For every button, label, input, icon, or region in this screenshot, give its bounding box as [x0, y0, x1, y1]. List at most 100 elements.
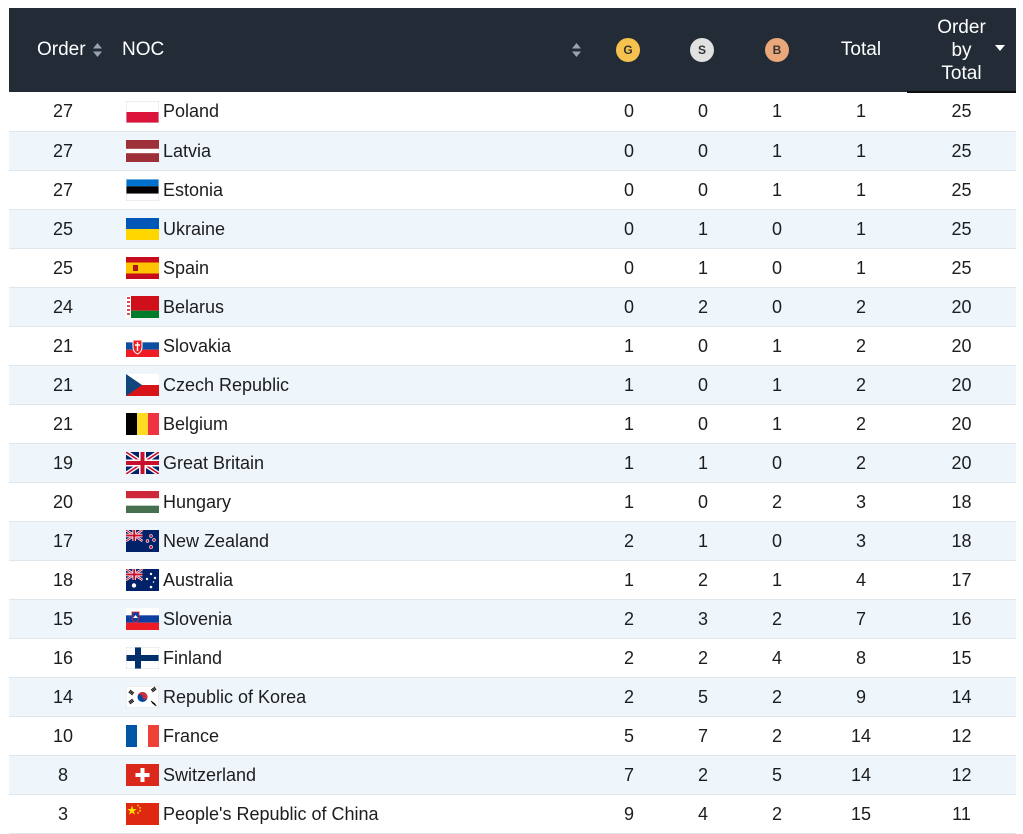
total-count-cell: 14: [850, 725, 872, 746]
silver-count-cell: 1: [697, 257, 708, 278]
country-name: New Zealand: [163, 530, 270, 551]
country-name: Slovakia: [163, 335, 232, 356]
order-by-total-cell: 14: [951, 686, 972, 707]
gold-count-cell: 7: [623, 764, 634, 785]
table-row[interactable]: 25 Ukraine 0 1 0 1 25: [9, 210, 1016, 249]
gold-medal-icon: G: [616, 38, 640, 62]
gold-column-header[interactable]: G: [616, 8, 640, 92]
gold-count-cell: 2: [623, 608, 634, 629]
silver-count-cell: 7: [697, 725, 708, 746]
silver-count-cell: 0: [697, 101, 708, 121]
table-row[interactable]: 15 Slovenia 2 3 2 7 16: [9, 600, 1016, 639]
noc-cell[interactable]: Republic of Korea: [126, 678, 306, 716]
order-by-total-cell: 11: [952, 803, 971, 824]
table-row[interactable]: 14 Republic of Korea 2 5 2 9 14: [9, 678, 1016, 717]
noc-cell[interactable]: Czech Republic: [126, 366, 289, 404]
silver-column-header[interactable]: S: [690, 8, 714, 92]
order-by-total-cell: 20: [951, 452, 972, 473]
bronze-column-header[interactable]: B: [765, 8, 789, 92]
sort-icon: [92, 43, 102, 57]
order-column-header[interactable]: Order: [37, 8, 102, 92]
table-row[interactable]: 17 New Zealand 2 1 0 3 18: [9, 522, 1016, 561]
gold-count-cell: 1: [623, 413, 634, 434]
order-cell: 24: [52, 296, 74, 317]
noc-cell[interactable]: Poland: [126, 92, 219, 131]
belgium-flag-icon: [126, 413, 159, 435]
gold-count-cell: 1: [623, 452, 634, 473]
order-by-total-cell: 25: [951, 101, 972, 121]
table-row[interactable]: 21 Czech Republic 1 0 1 2 20: [9, 366, 1016, 405]
noc-cell[interactable]: Australia: [126, 561, 233, 599]
table-row[interactable]: 8 Switzerland 7 2 5 14 12: [9, 756, 1016, 795]
noc-sort-button[interactable]: [572, 8, 581, 92]
order-cell: 8: [57, 764, 68, 785]
table-row[interactable]: 21 Belgium 1 0 1 2 20: [9, 405, 1016, 444]
table-row[interactable]: 19 Great Britain 1 1 0 2 20: [9, 444, 1016, 483]
noc-cell[interactable]: Switzerland: [126, 756, 256, 794]
table-row[interactable]: 18 Australia 1 2 1 4 17: [9, 561, 1016, 600]
noc-cell[interactable]: New Zealand: [126, 522, 269, 560]
silver-count-cell: 3: [697, 608, 708, 629]
noc-cell[interactable]: Belgium: [126, 405, 228, 443]
total-header-label: Total: [840, 39, 882, 60]
sort-descending-icon: [995, 45, 1005, 51]
noc-cell[interactable]: Hungary: [126, 483, 231, 521]
table-row[interactable]: 27 Estonia 0 0 1 1 25: [9, 171, 1016, 210]
table-row[interactable]: 27 Poland 0 0 1 1 25: [9, 92, 1016, 132]
noc-cell[interactable]: Estonia: [126, 171, 223, 209]
noc-header-label: NOC: [122, 39, 165, 60]
order-by-total-cell: 25: [951, 179, 972, 200]
silver-count-cell: 0: [697, 413, 708, 434]
table-row[interactable]: 25 Spain 0 1 0 1 25: [9, 249, 1016, 288]
noc-cell[interactable]: Latvia: [126, 132, 211, 170]
bronze-count-cell: 2: [771, 491, 782, 512]
noc-cell[interactable]: People's Republic of China: [126, 795, 379, 833]
gold-count-cell: 0: [623, 296, 634, 317]
gold-count-cell: 2: [623, 530, 634, 551]
order-by-total-cell: 18: [951, 530, 972, 551]
order-by-total-cell: 17: [951, 569, 972, 590]
slovakia-flag-icon: [126, 335, 159, 357]
noc-cell[interactable]: Ukraine: [126, 210, 225, 248]
table-row[interactable]: 16 Finland 2 2 4 8 15: [9, 639, 1016, 678]
silver-count-cell: 4: [697, 803, 708, 824]
bronze-count-cell: 1: [771, 413, 782, 434]
silver-count-cell: 1: [697, 218, 708, 239]
noc-cell[interactable]: Spain: [126, 249, 209, 287]
total-count-cell: 1: [855, 140, 866, 161]
gold-count-cell: 1: [623, 569, 634, 590]
noc-cell[interactable]: Great Britain: [126, 444, 264, 482]
france-flag-icon: [126, 725, 159, 747]
noc-cell[interactable]: Slovakia: [126, 327, 231, 365]
table-row[interactable]: 10 France 5 7 2 14 12: [9, 717, 1016, 756]
noc-column-header[interactable]: NOC: [122, 8, 164, 92]
bronze-count-cell: 2: [771, 686, 782, 707]
noc-cell[interactable]: Slovenia: [126, 600, 232, 638]
table-row[interactable]: 24 Belarus 0 2 0 2 20: [9, 288, 1016, 327]
order-by-total-cell: 12: [951, 725, 972, 746]
total-count-cell: 2: [855, 413, 866, 434]
order-cell: 18: [52, 569, 74, 590]
noc-cell[interactable]: France: [126, 717, 219, 755]
gold-count-cell: 0: [623, 179, 634, 200]
country-name: Ukraine: [163, 218, 226, 239]
order-by-total-column-header[interactable]: Order by Total: [907, 8, 1016, 92]
table-row[interactable]: 27 Latvia 0 0 1 1 25: [9, 132, 1016, 171]
country-name: Switzerland: [163, 764, 257, 785]
table-row[interactable]: 21 Slovakia 1 0 1 2 20: [9, 327, 1016, 366]
order-by-total-line: by: [951, 39, 972, 61]
noc-cell[interactable]: Finland: [126, 639, 222, 677]
gold-count-cell: 5: [623, 725, 634, 746]
bronze-count-cell: 1: [771, 140, 782, 161]
total-count-cell: 3: [855, 530, 866, 551]
bronze-count-cell: 0: [771, 530, 782, 551]
order-by-total-cell: 12: [951, 764, 972, 785]
table-row[interactable]: 20 Hungary 1 0 2 3 18: [9, 483, 1016, 522]
country-name: Republic of Korea: [163, 686, 307, 707]
table-row[interactable]: 3 People's Republic of China 9 4 2 15 11: [9, 795, 1016, 834]
noc-cell[interactable]: Belarus: [126, 288, 224, 326]
total-column-header[interactable]: Total: [831, 8, 891, 92]
order-by-total-cell: 16: [951, 608, 972, 629]
country-name: Belarus: [163, 296, 225, 317]
total-count-cell: 8: [855, 647, 866, 668]
